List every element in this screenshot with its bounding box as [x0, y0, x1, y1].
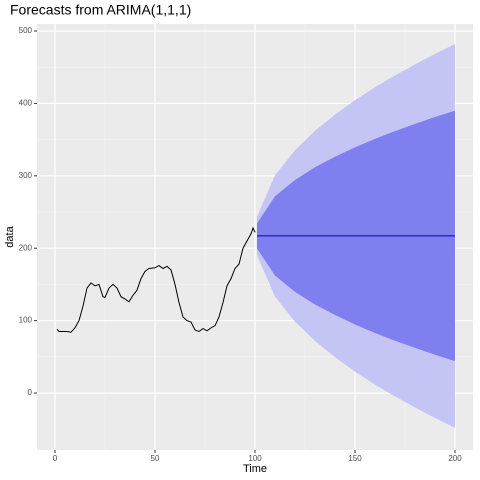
y-tick-label: 100	[19, 316, 33, 325]
x-axis-label: Time	[243, 463, 267, 475]
x-tick-label: 200	[448, 454, 462, 463]
x-tick-label: 0	[53, 454, 58, 463]
y-axis-label: data	[4, 225, 16, 247]
x-tick-label: 50	[151, 454, 160, 463]
y-tick-label: 0	[28, 388, 33, 397]
y-tick-label: 500	[19, 26, 33, 35]
x-tick-label: 150	[348, 454, 362, 463]
y-tick-label: 400	[19, 99, 33, 108]
y-tick-label: 200	[19, 243, 33, 252]
y-tick-label: 300	[19, 171, 33, 180]
x-tick-label: 100	[248, 454, 262, 463]
data-line	[56, 226, 256, 333]
chart-title: Forecasts from ARIMA(1,1,1)	[10, 2, 191, 18]
